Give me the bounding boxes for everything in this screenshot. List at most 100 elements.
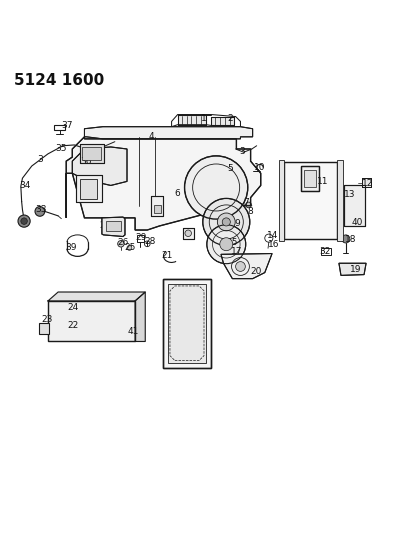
Text: 3: 3 [239,147,245,156]
Bar [80,144,104,163]
Text: 30: 30 [151,206,162,215]
Text: 40: 40 [351,218,362,227]
Text: 18: 18 [345,235,357,244]
Circle shape [220,238,233,251]
Text: 29: 29 [135,233,146,242]
Circle shape [207,225,246,264]
Bar [163,279,211,368]
Text: 4: 4 [149,132,154,141]
Bar [151,196,164,216]
Text: 9: 9 [234,220,240,229]
Bar [344,185,365,226]
Text: 21: 21 [161,251,173,260]
Circle shape [217,213,235,231]
Text: 3: 3 [37,155,43,164]
Bar [82,147,101,160]
Text: 19: 19 [350,265,362,274]
Circle shape [21,218,27,224]
Text: 26: 26 [117,238,129,247]
Bar [154,205,161,213]
Bar [168,284,206,363]
Bar [284,162,337,239]
Text: 15: 15 [226,238,238,247]
Text: 16: 16 [268,240,279,249]
Text: 1: 1 [201,114,207,123]
Text: 17: 17 [231,247,242,256]
Polygon shape [48,292,145,301]
Text: 41: 41 [127,327,139,336]
Circle shape [127,245,132,251]
Bar [54,125,65,131]
Polygon shape [211,117,234,125]
Circle shape [184,156,248,219]
Circle shape [342,235,350,243]
Text: 23: 23 [41,314,53,324]
Circle shape [18,215,30,227]
Bar [301,166,319,191]
Bar [304,170,316,187]
Bar [337,160,343,240]
Bar [321,248,331,255]
Bar [163,279,211,368]
Circle shape [225,241,232,247]
Bar [48,301,135,342]
Text: 5124 1600: 5124 1600 [13,74,104,88]
Circle shape [235,262,245,271]
Bar [344,185,365,226]
Bar [151,196,164,216]
Text: 13: 13 [344,190,356,199]
Polygon shape [66,137,261,230]
Polygon shape [72,147,127,185]
Circle shape [246,202,251,208]
Text: 22: 22 [67,321,79,330]
Text: 39: 39 [65,243,77,252]
Text: 20: 20 [250,267,262,276]
Bar [137,235,144,242]
Bar [106,221,120,231]
Text: 36: 36 [81,157,92,166]
Circle shape [35,206,45,216]
Text: 32: 32 [319,247,330,256]
Bar [182,228,194,239]
Text: 25: 25 [124,243,136,252]
Text: 33: 33 [35,205,47,214]
Bar [284,162,337,239]
Bar [80,180,98,199]
Bar [80,144,104,163]
Bar [301,166,319,191]
Text: 34: 34 [19,181,31,190]
Bar [75,175,102,203]
Polygon shape [177,115,206,125]
Bar [279,160,284,240]
Text: 5: 5 [228,164,233,173]
Text: 11: 11 [317,177,328,186]
Text: 2: 2 [228,114,233,123]
Bar [182,228,194,239]
Text: 35: 35 [55,144,67,154]
Text: 24: 24 [67,303,79,311]
Text: 10: 10 [254,163,266,172]
Text: 42: 42 [181,324,192,333]
Bar [362,178,371,187]
Circle shape [185,230,191,237]
Polygon shape [135,292,145,342]
Bar [39,323,49,334]
Polygon shape [84,127,253,139]
Text: 6: 6 [175,189,180,198]
Bar [75,175,102,203]
Text: 8: 8 [248,207,253,216]
Text: 28: 28 [145,237,156,246]
Text: 14: 14 [267,231,279,240]
Text: 31: 31 [183,230,194,239]
Circle shape [234,246,237,251]
Text: 27: 27 [100,221,111,230]
Circle shape [118,240,124,247]
Circle shape [203,198,250,245]
Bar [48,301,135,342]
Text: 7: 7 [244,198,249,207]
Polygon shape [339,263,366,276]
Text: 12: 12 [362,179,374,188]
Polygon shape [102,217,125,237]
Text: 37: 37 [62,121,73,130]
Bar [362,178,371,187]
